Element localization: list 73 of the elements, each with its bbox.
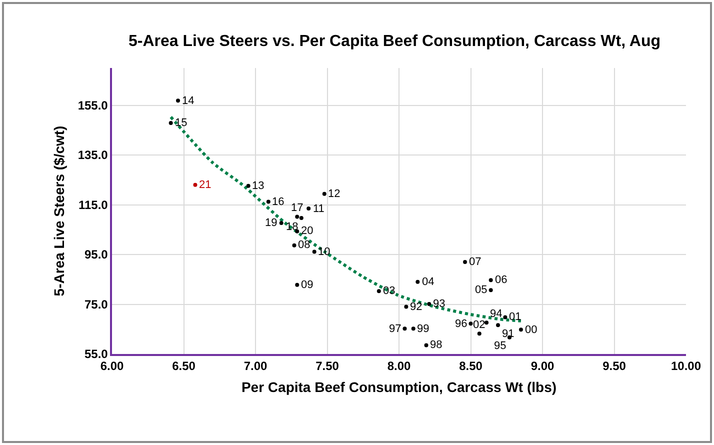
annotation: 14 <box>182 95 194 107</box>
annotation: 96 <box>455 318 468 330</box>
annotation: 08 <box>298 239 310 251</box>
point <box>488 288 493 292</box>
annotation: 05 <box>475 284 488 296</box>
point <box>518 328 523 332</box>
point <box>299 216 304 220</box>
chart-title: 5-Area Live Steers vs. Per Capita Beef Consumption, Carcass Wt, Aug <box>128 33 661 50</box>
point <box>427 302 432 306</box>
point <box>424 343 428 348</box>
annotation: 17 <box>291 202 304 214</box>
y-tick-label: 55.0 <box>84 347 108 362</box>
point <box>168 120 173 125</box>
x-tick-label: 8.00 <box>387 359 411 374</box>
annotation: 06 <box>495 274 508 286</box>
point <box>404 304 408 309</box>
point <box>295 282 300 287</box>
annotation: 92 <box>410 301 422 313</box>
point <box>376 289 381 294</box>
point <box>463 260 468 264</box>
annotation: 09 <box>301 279 314 291</box>
annotation: 16 <box>272 196 284 208</box>
annotation: 07 <box>469 256 482 268</box>
point <box>279 220 284 225</box>
point <box>312 250 316 254</box>
x-tick-label: 9.00 <box>530 359 554 374</box>
annotation: 19 <box>265 217 278 229</box>
x-tick-label: 8.50 <box>459 359 483 374</box>
annotation: 93 <box>433 298 446 310</box>
x-tick-label: 7.50 <box>316 359 340 374</box>
point <box>246 184 250 188</box>
y-tick-label: 135.0 <box>78 148 108 162</box>
x-axis-title: Per Capita Beef Consumption, Carcass Wt (lbs) <box>241 378 557 395</box>
point <box>193 182 198 187</box>
point <box>411 326 416 331</box>
y-tick-label: 155.0 <box>78 98 108 112</box>
point <box>503 315 508 320</box>
annotation: 97 <box>389 323 402 335</box>
point <box>402 326 407 331</box>
y-tick-label: 115.0 <box>78 198 108 212</box>
x-tick-label: 10.00 <box>670 359 702 374</box>
point <box>295 214 300 219</box>
point <box>496 323 500 328</box>
point <box>488 278 493 282</box>
annotation: 00 <box>525 324 538 336</box>
annotation: 04 <box>422 276 434 288</box>
annotation: 02 <box>473 319 486 331</box>
point <box>176 98 180 103</box>
y-axis-title: 5-Area Live Steers ($/cwt) <box>50 126 67 296</box>
annotation: 15 <box>175 117 188 129</box>
annotation: 20 <box>301 225 314 237</box>
point <box>322 192 326 196</box>
annotation: 95 <box>494 340 506 352</box>
annotation: 13 <box>252 180 264 192</box>
x-tick-label: 9.50 <box>602 359 626 374</box>
annotation: 11 <box>313 203 324 215</box>
point <box>477 332 482 336</box>
x-tick-label: 6.50 <box>172 359 196 374</box>
annotation: 12 <box>328 188 340 200</box>
x-tick-label: 6.00 <box>100 359 124 374</box>
annotation: 94 <box>490 308 502 320</box>
x-tick-label: 7.00 <box>244 359 268 374</box>
annotation: 01 <box>509 311 522 323</box>
point <box>468 322 473 326</box>
point <box>292 243 296 248</box>
point <box>416 280 420 284</box>
point <box>306 206 311 211</box>
annotation: 98 <box>430 339 442 351</box>
point <box>266 200 270 204</box>
annotation: 21 <box>199 179 212 191</box>
y-tick-label: 95.0 <box>84 248 108 262</box>
annotation: 99 <box>417 323 430 335</box>
y-tick-label: 75.0 <box>84 297 108 312</box>
